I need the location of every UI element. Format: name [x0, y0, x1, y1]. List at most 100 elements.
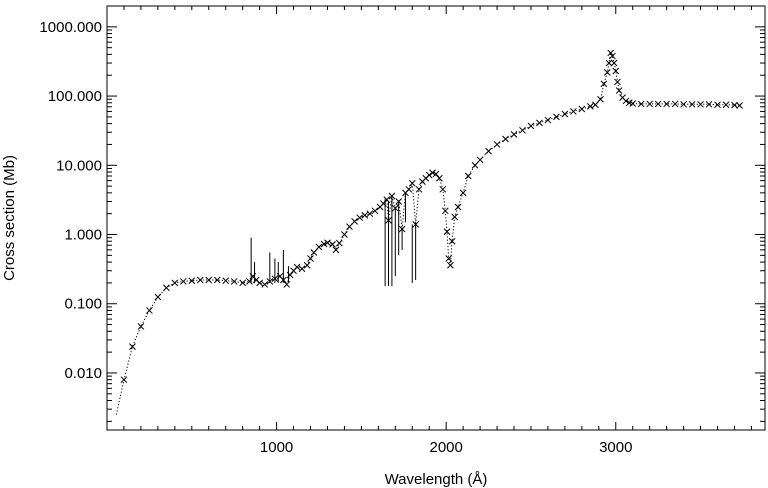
data-point-marker [705, 100, 713, 108]
data-point-marker [663, 100, 670, 108]
data-point-marker [493, 141, 501, 148]
data-point-marker [464, 172, 472, 180]
data-point-marker [510, 130, 518, 138]
data-point-marker [605, 59, 613, 67]
data-point-marker [385, 217, 392, 224]
data-point-marker [536, 119, 543, 127]
data-point-marker [146, 307, 153, 314]
data-point-marker [239, 279, 247, 287]
data-point-marker [736, 102, 743, 109]
y-tick-label: 10.000 [56, 157, 102, 174]
data-point-marker [129, 343, 136, 350]
data-point-marker [445, 255, 453, 262]
data-point-marker [436, 174, 443, 182]
data-point-marker [388, 192, 396, 200]
data-point-marker [610, 59, 618, 67]
data-point-marker [553, 113, 560, 121]
data-point-marker [366, 210, 374, 218]
data-point-marker [544, 116, 552, 124]
data-point-marker [371, 207, 379, 215]
y-tick-label: 1.000 [64, 227, 102, 244]
data-point-marker [329, 241, 336, 248]
data-point-marker [137, 323, 145, 330]
data-point-marker [600, 80, 608, 88]
data-point-marker [447, 261, 454, 269]
data-point-marker [335, 239, 343, 247]
data-point-marker [398, 225, 406, 233]
data-point-marker [171, 279, 179, 287]
data-point-marker [412, 221, 420, 228]
data-point-marker [646, 100, 654, 108]
x-tick-label: 2000 [429, 439, 462, 456]
data-point-marker [680, 100, 687, 108]
data-point-marker [612, 67, 620, 75]
data-point-marker [671, 100, 679, 108]
data-point-marker [415, 185, 423, 193]
data-point-marker [154, 293, 162, 301]
y-axis-ticks: 0.010 0.100 1.000 10.000 100.000 1000.000 [39, 19, 765, 422]
data-point-marker [315, 243, 323, 251]
data-point-marker [383, 196, 391, 203]
x-axis-label: Wavelength (Å) [385, 471, 488, 488]
data-point-marker [266, 278, 274, 285]
data-point-marker [179, 278, 187, 285]
data-point-marker [256, 279, 263, 287]
data-point-marker [592, 101, 599, 109]
data-point-marker [502, 135, 509, 143]
data-point-marker [519, 126, 526, 134]
data-point-marker [298, 265, 306, 273]
data-point-marker [451, 213, 459, 221]
data-point-marker [622, 97, 630, 105]
data-point-marker [654, 100, 662, 108]
data-point-marker [629, 100, 637, 107]
data-point-marker [454, 203, 462, 211]
x-tick-label: 1000 [260, 439, 293, 456]
data-point-marker [586, 103, 594, 110]
data-point-marker [293, 263, 301, 271]
data-point-marker [310, 249, 318, 256]
data-point-marker [230, 278, 238, 285]
data-point-marker [351, 217, 358, 225]
data-point-marker [346, 223, 353, 230]
data-point-marker [361, 211, 369, 219]
data-point-marker [425, 171, 433, 179]
data-point-marker [196, 276, 204, 284]
data-point-marker [222, 277, 230, 285]
data-point-marker [213, 276, 221, 284]
data-point-marker [570, 108, 577, 115]
data-point-marker [205, 276, 213, 284]
data-point-marker [697, 100, 704, 108]
data-point-marker [246, 278, 253, 285]
data-point-marker [286, 271, 294, 279]
data-point-marker [405, 185, 413, 193]
data-point-marker [637, 100, 645, 108]
data-point-marker [280, 276, 287, 284]
data-point-marker [341, 231, 348, 238]
plot-frame [106, 5, 766, 431]
data-point-marker [578, 105, 586, 113]
data-point-marker [332, 246, 340, 254]
data-point-marker [324, 239, 331, 247]
x-tick-label: 3000 [599, 439, 632, 456]
data-point-marker [688, 100, 696, 108]
data-point-marker [120, 376, 128, 384]
data-point-marker [527, 122, 535, 130]
data-point-marker [476, 156, 484, 164]
data-point-marker [471, 161, 479, 169]
data-point-marker [441, 207, 449, 215]
data-point-marker [609, 52, 616, 60]
data-point-marker [395, 198, 403, 205]
data-point-marker [303, 261, 311, 269]
data-point-marker [561, 110, 569, 118]
cross-section-curve [115, 51, 740, 415]
series-layer [115, 49, 743, 415]
data-point-marker [485, 147, 492, 155]
y-tick-label: 0.100 [64, 296, 102, 313]
data-point-marker [307, 255, 314, 262]
y-tick-label: 0.010 [64, 365, 102, 382]
x-axis-ticks: 1000 2000 3000 [123, 6, 752, 456]
data-point-marker [408, 179, 416, 187]
data-point-marker [391, 204, 399, 212]
data-point-marker [261, 281, 269, 288]
